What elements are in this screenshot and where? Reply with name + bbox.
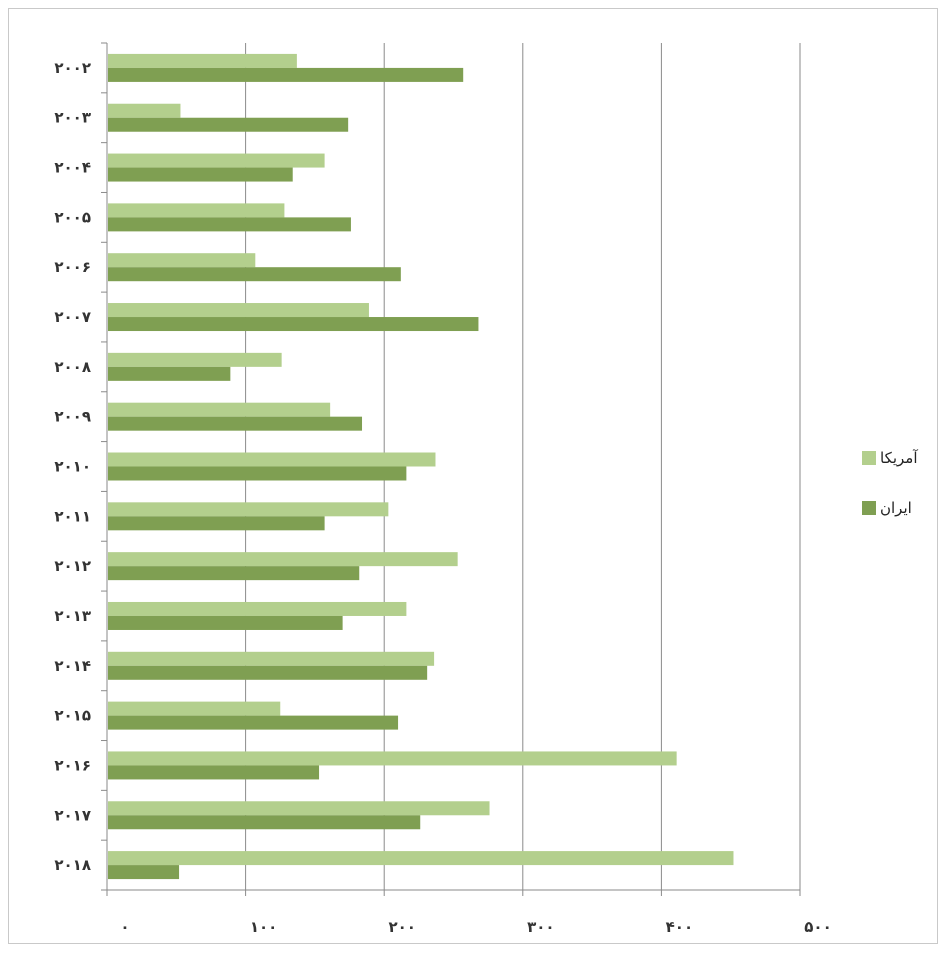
bar-america-2 xyxy=(108,153,325,168)
bar-iran-1 xyxy=(108,117,349,132)
bar-iran-5 xyxy=(108,317,479,332)
bar-iran-6 xyxy=(108,366,231,381)
y-tick-label: ۲۰۱۲ xyxy=(54,557,91,575)
y-tick-label: ۲۰۰۸ xyxy=(54,358,91,376)
y-tick-label: ۲۰۱۵ xyxy=(54,707,91,725)
bar-america-13 xyxy=(108,701,281,716)
y-tick-label: ۲۰۱۷ xyxy=(54,806,91,824)
y-tick-label: ۲۰۰۳ xyxy=(54,109,91,127)
y-tick-label: ۲۰۱۱ xyxy=(54,507,91,525)
bar-america-7 xyxy=(108,402,331,417)
bar-america-4 xyxy=(108,253,256,268)
bar-america-10 xyxy=(108,552,458,567)
bar-america-12 xyxy=(108,651,435,666)
y-tick-label: ۲۰۱۳ xyxy=(54,607,91,625)
legend-item-iran-label: ایران xyxy=(880,499,912,517)
bar-iran-3 xyxy=(108,217,351,232)
y-tick-label: ۲۰۱۶ xyxy=(54,756,91,774)
y-tick-label: ۲۰۰۹ xyxy=(54,408,91,426)
x-tick-label: ۱۰۰ xyxy=(250,918,277,936)
bar-iran-12 xyxy=(108,665,428,680)
legend-item-iran-swatch xyxy=(862,501,876,515)
bar-america-3 xyxy=(108,203,285,218)
bar-america-5 xyxy=(108,303,369,318)
legend-item-america-label: آمریکا xyxy=(880,449,918,467)
y-tick-label: ۲۰۰۷ xyxy=(54,308,91,326)
bar-iran-10 xyxy=(108,566,360,581)
y-tick-label: ۲۰۰۴ xyxy=(54,159,91,177)
x-tick-label: ۵۰۰ xyxy=(804,918,831,936)
bar-iran-15 xyxy=(108,815,421,830)
y-tick-label: ۲۰۱۸ xyxy=(54,856,91,874)
bar-iran-13 xyxy=(108,715,399,730)
bar-america-1 xyxy=(108,103,181,118)
y-tick-label: ۲۰۰۵ xyxy=(54,208,91,226)
y-tick-label: ۲۰۰۲ xyxy=(54,59,91,77)
bar-iran-4 xyxy=(108,267,401,282)
x-tick-label: ۲۰۰ xyxy=(388,918,415,936)
x-tick-label: ۳۰۰ xyxy=(527,918,554,936)
bar-iran-16 xyxy=(108,865,180,880)
bar-america-16 xyxy=(108,851,734,866)
bar-america-15 xyxy=(108,801,490,816)
legend-item-america-swatch xyxy=(862,451,876,465)
x-tick-label: ۰ xyxy=(120,918,129,936)
bar-iran-0 xyxy=(108,67,464,82)
bar-america-14 xyxy=(108,751,677,766)
bar-america-9 xyxy=(108,502,389,517)
bar-america-8 xyxy=(108,452,436,467)
y-tick-label: ۲۰۱۴ xyxy=(54,657,91,675)
y-tick-label: ۲۰۰۶ xyxy=(54,258,91,276)
bar-iran-2 xyxy=(108,167,293,182)
bar-iran-14 xyxy=(108,765,320,780)
bar-iran-11 xyxy=(108,615,343,630)
y-tick-label: ۲۰۱۰ xyxy=(54,458,91,476)
bar-america-11 xyxy=(108,601,407,616)
x-tick-label: ۴۰۰ xyxy=(666,918,693,936)
bar-iran-9 xyxy=(108,516,325,531)
bar-iran-8 xyxy=(108,466,407,481)
bar-iran-7 xyxy=(108,416,363,431)
bar-america-0 xyxy=(108,53,297,68)
bar-america-6 xyxy=(108,352,282,367)
